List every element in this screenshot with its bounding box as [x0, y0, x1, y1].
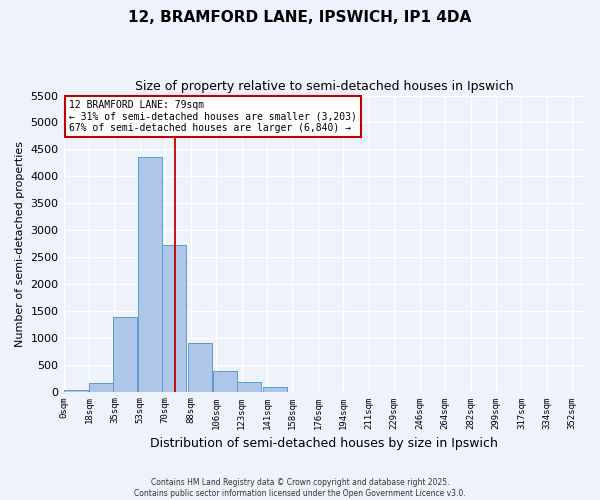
Bar	[64, 390, 88, 392]
Text: 12, BRAMFORD LANE, IPSWICH, IP1 4DA: 12, BRAMFORD LANE, IPSWICH, IP1 4DA	[128, 10, 472, 25]
Bar	[139, 158, 163, 392]
Text: Contains HM Land Registry data © Crown copyright and database right 2025.
Contai: Contains HM Land Registry data © Crown c…	[134, 478, 466, 498]
Title: Size of property relative to semi-detached houses in Ipswich: Size of property relative to semi-detach…	[135, 80, 514, 93]
Y-axis label: Number of semi-detached properties: Number of semi-detached properties	[15, 140, 25, 346]
Bar	[89, 383, 113, 392]
Bar	[238, 382, 262, 392]
X-axis label: Distribution of semi-detached houses by size in Ipswich: Distribution of semi-detached houses by …	[151, 437, 498, 450]
Text: 12 BRAMFORD LANE: 79sqm
← 31% of semi-detached houses are smaller (3,203)
67% of: 12 BRAMFORD LANE: 79sqm ← 31% of semi-de…	[69, 100, 356, 133]
Bar	[163, 245, 187, 392]
Bar	[188, 343, 212, 392]
Bar	[214, 370, 238, 392]
Bar	[263, 388, 287, 392]
Bar	[113, 318, 137, 392]
